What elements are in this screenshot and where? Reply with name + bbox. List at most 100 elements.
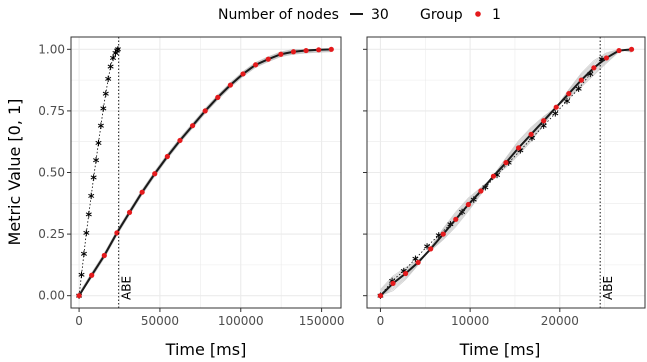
reference-star-point-stroke	[93, 158, 100, 163]
group-data-point	[177, 137, 183, 144]
reference-star-point	[102, 90, 109, 97]
x-tick-label: 0	[377, 314, 385, 328]
group-data-point	[478, 188, 484, 194]
group-data-point	[227, 82, 234, 88]
reference-star-point-stroke	[85, 212, 92, 217]
reference-star-point	[110, 54, 117, 62]
group-data-point	[328, 46, 334, 52]
reference-star-point-stroke	[107, 64, 114, 69]
group-data-point	[265, 56, 271, 62]
reference-star-point-stroke	[100, 106, 107, 111]
group-data-point	[240, 71, 246, 77]
reference-star-point	[575, 85, 582, 92]
reference-star-point-stroke	[80, 251, 87, 256]
x-tick-label: 100000	[218, 314, 264, 328]
reference-star-point	[93, 156, 100, 164]
reference-star-point	[97, 122, 104, 129]
y-tick-label: 1.00	[38, 42, 65, 56]
group-data-point	[628, 46, 635, 52]
group-data-point	[578, 77, 584, 83]
reference-star-point	[114, 46, 121, 53]
group-data-point	[316, 47, 322, 53]
reference-star-point-stroke	[78, 272, 85, 277]
reference-star-point	[88, 192, 95, 200]
reference-star-point	[107, 63, 114, 70]
group-data-point	[278, 51, 284, 57]
x-tick-label: 50000	[141, 314, 179, 328]
group-data-point	[114, 230, 120, 236]
reference-star-point	[78, 271, 85, 278]
reference-star-point-stroke	[482, 185, 489, 190]
reference-star-point	[563, 97, 571, 105]
abe-label: ABE	[120, 276, 134, 300]
group-data-point	[303, 47, 309, 54]
reference-star-point	[83, 229, 90, 237]
x-axis-title-left: Time [ms]	[165, 340, 247, 359]
group-data-point	[402, 270, 409, 277]
group-data-point	[164, 153, 170, 160]
reference-star-point	[552, 110, 559, 117]
group-data-point	[503, 160, 509, 166]
y-axis-title: Metric Value [0, 1]	[5, 99, 24, 246]
legend-group-value: 1	[492, 7, 501, 23]
reference-star-point	[90, 174, 97, 181]
reference-star-point-stroke	[95, 140, 102, 145]
group-data-point	[528, 131, 534, 137]
group-data-point	[453, 216, 459, 222]
group-data-point	[566, 91, 572, 97]
panel-right: ABE 0 10000 20000	[363, 36, 646, 328]
group-data-point	[428, 246, 434, 252]
group-data-point	[616, 47, 622, 54]
group-data-point	[440, 231, 446, 237]
x-tick-label: 20000	[541, 314, 579, 328]
group-data-point	[139, 189, 145, 195]
reference-star-point-stroke	[112, 50, 119, 56]
reference-star-point	[85, 211, 92, 218]
group-data-point	[553, 104, 559, 110]
x-tick-label: 10000	[451, 314, 489, 328]
group-data-point	[152, 171, 158, 177]
group-data-point	[76, 293, 82, 299]
group-data-point	[490, 173, 497, 179]
legend: Number of nodes 30 Group 1	[218, 7, 501, 23]
group-data-point	[515, 145, 522, 151]
group-data-point	[541, 118, 547, 124]
reference-star-point-stroke	[563, 99, 571, 104]
reference-star-point	[105, 75, 112, 83]
group-data-point	[189, 123, 196, 129]
reference-star-point-stroke	[105, 76, 112, 81]
reference-star-point-stroke	[102, 91, 109, 96]
group-data-point	[591, 65, 597, 71]
y-tick-label: 0.50	[38, 166, 65, 180]
reference-star-point-stroke	[88, 193, 95, 198]
reference-star-point-stroke	[90, 175, 97, 180]
group-data-point	[415, 259, 421, 266]
reference-star-point	[540, 122, 547, 129]
reference-star-point-stroke	[528, 135, 536, 141]
group-data-point	[215, 94, 221, 100]
reference-star-point	[100, 105, 107, 112]
y-tick-label: 0.25	[38, 227, 65, 241]
reference-star-point-stroke	[114, 47, 121, 52]
reference-star-point-stroke	[110, 55, 117, 60]
reference-star-point	[412, 255, 419, 262]
reference-star-point-stroke	[575, 86, 582, 91]
x-axis-title-right: Time [ms]	[459, 340, 541, 359]
reference-series-line	[78, 49, 119, 296]
reference-star-point	[95, 139, 102, 147]
reference-star-point-stroke	[97, 123, 104, 128]
group-data-point	[377, 293, 384, 299]
group-data-point	[390, 280, 396, 286]
reference-star-point	[80, 250, 87, 257]
group-data-point	[89, 272, 95, 278]
y-tick-label: 0.75	[38, 104, 65, 118]
reference-series-line	[380, 58, 603, 296]
reference-star-point-stroke	[552, 111, 559, 116]
x-tick-label: 150000	[299, 314, 345, 328]
reference-star-point-stroke	[412, 256, 419, 261]
abe-label: ABE	[601, 276, 615, 300]
legend-group-title: Group	[420, 7, 463, 23]
legend-nodes-value: 30	[371, 7, 389, 23]
group-data-point	[253, 62, 259, 68]
